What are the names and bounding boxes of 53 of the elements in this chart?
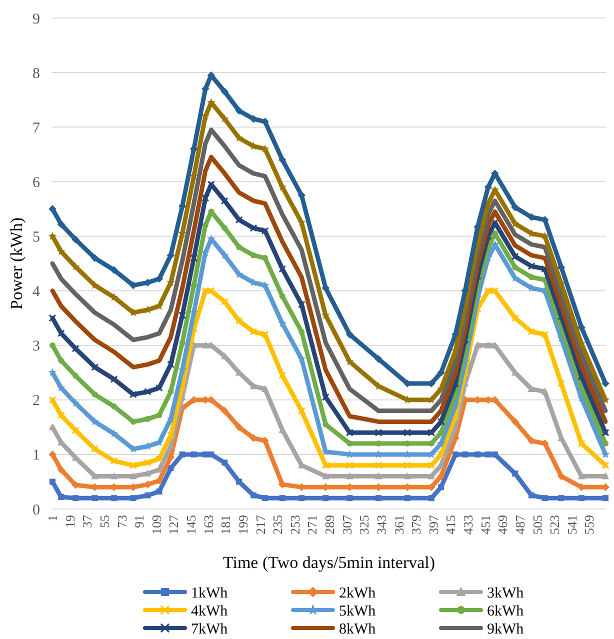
x-tick-label: 289 — [322, 515, 338, 534]
x-tick-label: 541 — [564, 515, 580, 534]
x-tick-label: 235 — [270, 515, 286, 534]
x-tick-label: 397 — [426, 514, 441, 534]
legend-label: 6kWh — [487, 603, 524, 620]
y-axis-title: Power (kWh) — [7, 217, 26, 310]
y-tick-label: 9 — [32, 11, 40, 28]
x-tick-label: 433 — [460, 515, 476, 534]
y-tick-label: 4 — [32, 284, 40, 300]
x-tick-label: 271 — [304, 515, 320, 534]
legend-label: 4kWh — [191, 603, 228, 620]
x-tick-label: 145 — [184, 515, 199, 534]
y-tick-label: 3 — [32, 338, 40, 355]
x-tick-label: 73 — [114, 515, 130, 528]
x-tick-label: 181 — [218, 515, 234, 534]
x-tick-label: 91 — [132, 515, 147, 528]
y-tick-label: 7 — [32, 120, 40, 136]
legend-label: 9kWh — [487, 621, 524, 638]
y-tick-label: 0 — [32, 502, 40, 518]
x-tick-label: 1 — [45, 515, 60, 522]
legend-label: 5kWh — [339, 603, 376, 620]
x-tick-label: 559 — [582, 515, 597, 534]
x-tick-label: 325 — [356, 515, 372, 534]
x-tick-label: 19 — [62, 515, 78, 528]
x-tick-label: 109 — [148, 515, 164, 534]
x-axis-title: Time (Two days/5min interval) — [222, 553, 436, 572]
x-tick-label: 379 — [408, 515, 424, 534]
y-tick-label: 1 — [32, 448, 40, 464]
legend-label: 2kWh — [339, 585, 376, 602]
x-tick-label: 55 — [96, 515, 112, 528]
x-tick-label: 505 — [530, 515, 545, 534]
x-tick-label: 487 — [512, 514, 528, 534]
x-tick-label: 343 — [374, 515, 389, 534]
x-tick-label: 199 — [235, 515, 250, 534]
legend-label: 3kWh — [487, 585, 524, 602]
legend-label: 1kWh — [191, 585, 228, 602]
x-tick-label: 217 — [252, 514, 268, 534]
x-tick-label: 37 — [80, 514, 95, 528]
x-tick-label: 253 — [287, 515, 302, 534]
x-tick-label: 163 — [200, 515, 216, 534]
x-tick-label: 451 — [478, 515, 493, 534]
x-tick-label: 361 — [391, 515, 406, 534]
x-tick-label: 415 — [443, 515, 458, 534]
x-tick-label: 523 — [547, 515, 562, 534]
x-tick-label: 127 — [166, 514, 182, 534]
x-tick-label: 469 — [495, 515, 510, 534]
y-tick-label: 6 — [32, 174, 40, 191]
y-tick-label: 8 — [32, 66, 40, 82]
legend-label: 8kWh — [339, 621, 376, 638]
x-tick-label: 307 — [339, 514, 354, 534]
y-tick-label: 5 — [32, 229, 40, 246]
legend-label: 7kWh — [191, 621, 228, 638]
y-tick-label: 2 — [32, 393, 40, 410]
